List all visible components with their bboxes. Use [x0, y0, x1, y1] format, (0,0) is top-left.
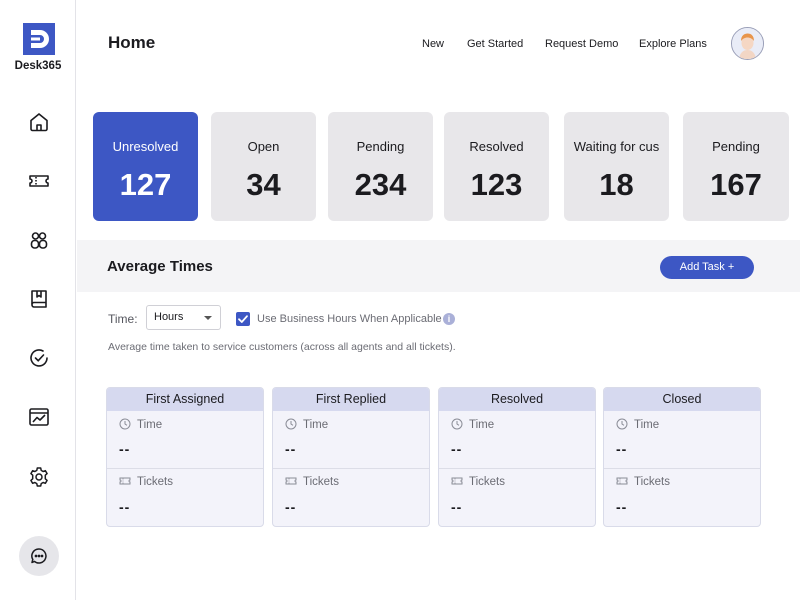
metric-time-value: -- [451, 441, 463, 457]
stat-card-value: 127 [119, 167, 172, 202]
ticket-icon[interactable] [27, 169, 51, 193]
metric-time-value: -- [285, 441, 297, 457]
desk365-logo[interactable] [23, 23, 55, 55]
info-icon[interactable]: i [443, 313, 455, 325]
ticket-small-icon [616, 477, 628, 485]
user-avatar[interactable] [731, 27, 764, 60]
stat-card-label: Resolved [469, 139, 524, 154]
metric-tickets-value: -- [119, 499, 131, 515]
chat-bubble-icon [31, 548, 47, 564]
metric-closed: Closed Time -- Tickets -- [603, 387, 761, 527]
clock-icon [616, 418, 628, 430]
stat-card-pending[interactable]: Pending 234 [328, 112, 433, 221]
brand-name: Desk365 [14, 60, 62, 72]
stat-card-waiting-for-customer[interactable]: Waiting for cus 18 [564, 112, 669, 221]
metric-time-value: -- [616, 441, 628, 457]
business-hours-checkbox[interactable] [236, 312, 250, 326]
metric-time-label: Time [303, 419, 329, 431]
divider [604, 468, 760, 469]
business-hours-label[interactable]: Use Business Hours When Applicable [257, 313, 442, 325]
divider [273, 468, 429, 469]
metric-resolved: Resolved Time -- Tickets -- [438, 387, 596, 527]
contacts-icon[interactable] [27, 228, 51, 252]
metric-time-label: Time [634, 419, 660, 431]
metric-tickets-value: -- [616, 499, 628, 515]
chevron-down-icon [204, 316, 212, 320]
nav-link-request-demo[interactable]: Request Demo [545, 38, 619, 50]
ticket-small-icon [119, 477, 131, 485]
metric-tickets-value: -- [451, 499, 463, 515]
stat-card-label: Open [247, 139, 280, 154]
nav-link-explore-plans[interactable]: Explore Plans [639, 38, 707, 50]
reports-chart-icon[interactable] [27, 405, 51, 429]
nav-link-get-started[interactable]: Get Started [467, 38, 524, 50]
stat-card-value: 167 [710, 167, 762, 202]
metric-time-label: Time [469, 419, 495, 431]
stat-card-open[interactable]: Open 34 [211, 112, 316, 221]
clock-icon [451, 418, 463, 430]
settings-gear-icon[interactable] [27, 465, 51, 489]
average-times-description: Average time taken to service customers … [108, 341, 456, 353]
nav-link-new[interactable]: New [422, 38, 445, 50]
metric-title: First Replied [273, 388, 429, 411]
metric-tickets-value: -- [285, 499, 297, 515]
chat-button[interactable] [19, 536, 59, 576]
stat-card-value: 123 [470, 167, 523, 202]
metric-first-assigned: First Assigned Time -- Tickets -- [106, 387, 264, 527]
time-unit-value: Hours [154, 311, 184, 323]
stat-card-unresolved[interactable]: Unresolved 127 [93, 112, 198, 221]
home-icon[interactable] [27, 110, 51, 134]
divider [439, 468, 595, 469]
metric-tickets-label: Tickets [303, 476, 339, 488]
stat-card-value: 18 [599, 167, 634, 202]
clock-icon [119, 418, 131, 430]
stat-card-value: 234 [354, 167, 407, 202]
stat-card-resolved[interactable]: Resolved 123 [444, 112, 549, 221]
stat-card-label: Unresolved [112, 139, 179, 154]
clock-icon [285, 418, 297, 430]
ticket-small-icon [285, 477, 297, 485]
add-task-button[interactable]: Add Task + [660, 256, 754, 279]
metric-first-replied: First Replied Time -- Tickets -- [272, 387, 430, 527]
metric-title: Resolved [439, 388, 595, 411]
stat-card-value: 34 [246, 167, 281, 202]
section-title-average-times: Average Times [107, 258, 213, 275]
ticket-small-icon [451, 477, 463, 485]
metric-title: First Assigned [107, 388, 263, 411]
stat-card-pending-2[interactable]: Pending 167 [683, 112, 789, 221]
stat-card-label: Pending [712, 139, 760, 154]
metric-time-label: Time [137, 419, 163, 431]
check-icon [238, 315, 248, 323]
metric-title: Closed [604, 388, 760, 411]
divider [107, 468, 263, 469]
sidebar: Desk365 [0, 0, 76, 600]
time-unit-label: Time: [108, 312, 138, 326]
metric-tickets-label: Tickets [469, 476, 505, 488]
stat-card-label: Waiting for cus [573, 139, 660, 154]
metric-tickets-label: Tickets [634, 476, 670, 488]
knowledge-book-icon[interactable] [27, 287, 51, 311]
page-title: Home [108, 33, 156, 52]
tasks-check-icon[interactable] [27, 346, 51, 370]
time-unit-select[interactable]: Hours [146, 305, 221, 330]
stat-card-label: Pending [356, 139, 405, 154]
metric-time-value: -- [119, 441, 131, 457]
metric-tickets-label: Tickets [137, 476, 173, 488]
